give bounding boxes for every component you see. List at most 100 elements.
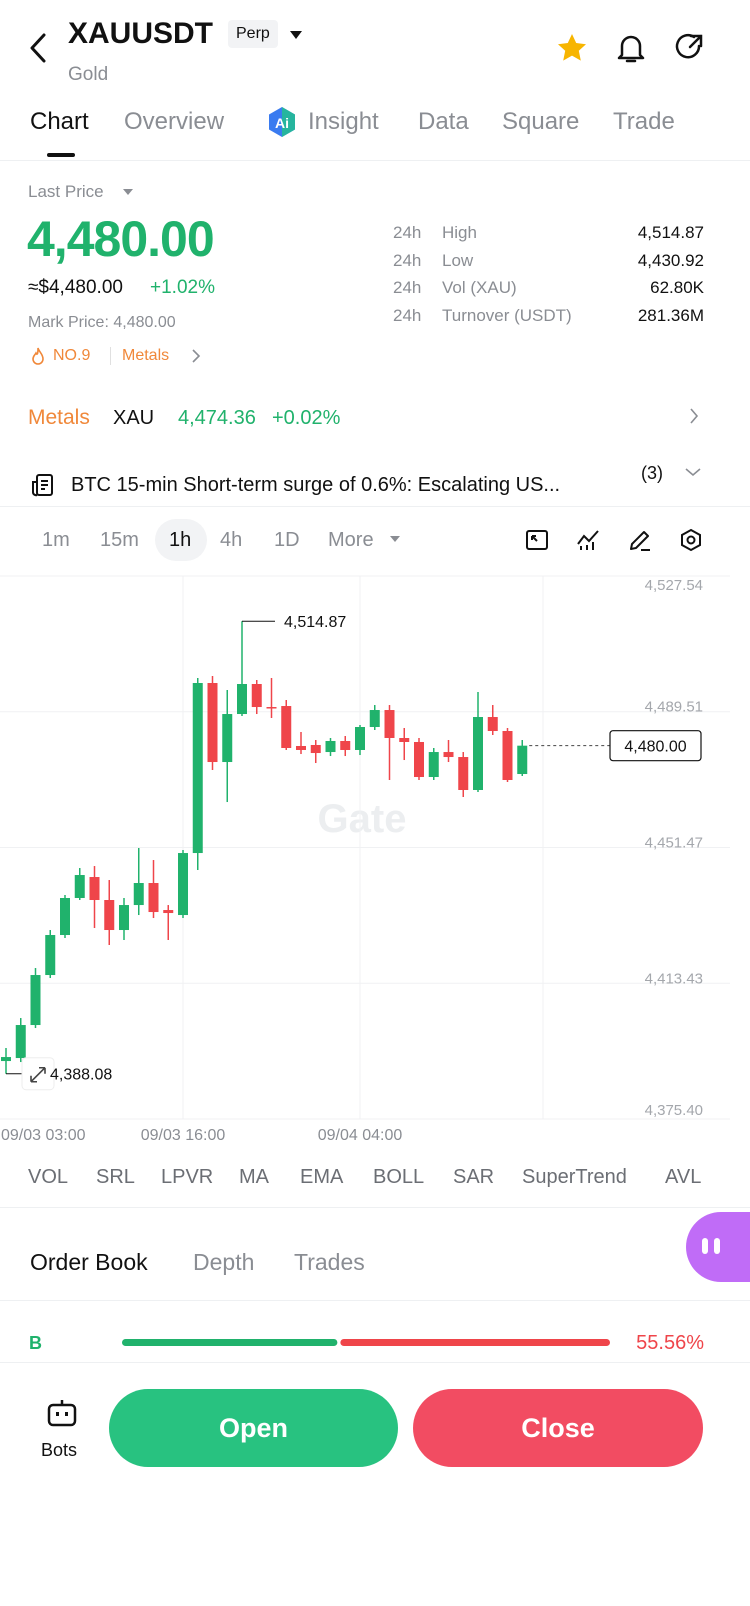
indicator[interactable]: EMA	[300, 1166, 344, 1188]
last-price-tag	[609, 730, 702, 762]
news-icon	[32, 474, 53, 497]
interval-selected	[155, 519, 207, 561]
stat-period: 24h	[393, 223, 422, 242]
book-tab[interactable]: Order Book	[30, 1249, 148, 1275]
candle-body	[414, 741, 424, 778]
stat-value: 281.36M	[637, 306, 704, 325]
indicator-icon[interactable]	[576, 528, 600, 552]
assistant-bubble[interactable]	[684, 1210, 750, 1284]
related-change: +0.02%	[272, 407, 341, 429]
stat-value: 4,514.87	[637, 223, 704, 242]
stat-period: 24h	[393, 251, 422, 270]
sector-link[interactable]: Metals	[122, 347, 170, 364]
candle-body	[104, 900, 115, 931]
separator	[110, 347, 111, 365]
dropdown-icon	[390, 536, 400, 542]
x-tick-label: 09/03 03:00	[1, 1127, 86, 1144]
tab[interactable]: Trade	[613, 108, 675, 135]
usd-price: ≈$4,480.00	[28, 277, 123, 298]
indicator[interactable]: SRL	[96, 1166, 135, 1188]
fullscreen-icon[interactable]	[525, 528, 549, 552]
stat-value: 4,430.92	[637, 251, 704, 270]
annotation-label: 4,514.87	[284, 614, 346, 631]
candle-body	[45, 935, 56, 976]
interval[interactable]: 1h	[169, 529, 192, 551]
y-tick-label: 4,375.40	[645, 1102, 703, 1119]
chevron-icon[interactable]	[689, 408, 699, 424]
candle-body	[458, 757, 469, 791]
buy-ratio	[122, 1339, 338, 1346]
candle-body	[296, 745, 306, 750]
candle-body	[178, 853, 188, 916]
candle-body	[428, 752, 439, 778]
share-icon[interactable]	[674, 32, 706, 64]
interval[interactable]: More	[328, 529, 374, 551]
price-change: +1.02%	[150, 277, 215, 298]
candle-body	[133, 883, 144, 906]
candle-body	[74, 875, 85, 899]
candle-body	[487, 717, 498, 732]
news-text[interactable]: BTC 15-min Short-term surge of 0.6%: Esc…	[71, 474, 561, 496]
alert-icon[interactable]	[616, 32, 646, 64]
insight-icon: Ai	[269, 107, 295, 137]
asset-name: Gold	[68, 64, 109, 85]
candle-body	[15, 1025, 26, 1059]
close-button[interactable]: Close	[413, 1389, 703, 1467]
indicator[interactable]: SAR	[453, 1166, 495, 1188]
candle-body	[443, 752, 454, 758]
y-tick-label: 4,413.43	[645, 970, 703, 987]
indicator[interactable]: VOL	[28, 1166, 69, 1188]
related-sector[interactable]: Metals	[28, 406, 90, 429]
buy-label: B	[29, 1333, 42, 1353]
x-tick-label: 09/03 16:00	[141, 1127, 226, 1144]
y-tick-label: 4,527.54	[645, 577, 703, 594]
expand-icon	[30, 1066, 46, 1083]
interval[interactable]: 1m	[42, 529, 70, 551]
tab[interactable]: Chart	[30, 108, 89, 135]
news-count: (3)	[641, 463, 663, 483]
interval[interactable]: 4h	[220, 529, 243, 551]
stat-label: Turnover (USDT)	[442, 306, 572, 325]
favorite-icon[interactable]	[556, 32, 588, 64]
indicator[interactable]: LPVR	[161, 1166, 214, 1188]
tab[interactable]: Data	[418, 108, 469, 135]
candle-body	[163, 910, 174, 914]
open-button[interactable]: Open	[109, 1389, 398, 1467]
draw-icon[interactable]	[628, 528, 652, 552]
indicator[interactable]: BOLL	[373, 1166, 425, 1188]
candle-body	[1, 1057, 11, 1062]
candle-body	[237, 684, 247, 715]
stat-label: Vol (XAU)	[442, 278, 517, 297]
divider	[0, 1207, 750, 1208]
stat-period: 24h	[393, 278, 422, 297]
x-tick-label: 09/04 04:00	[318, 1127, 403, 1144]
candle-body	[517, 745, 528, 775]
stat-period: 24h	[393, 306, 422, 325]
expand-icon[interactable]	[685, 467, 701, 477]
bots-icon[interactable]	[46, 1398, 78, 1430]
interval[interactable]: 1D	[274, 529, 300, 551]
indicator[interactable]: MA	[239, 1166, 269, 1188]
indicator[interactable]: SuperTrend	[522, 1166, 627, 1188]
sell-ratio-bar	[340, 1339, 610, 1346]
last-price-label: Last Price	[28, 182, 104, 201]
candle-body	[148, 883, 159, 913]
dropdown-icon[interactable]	[289, 30, 303, 40]
stat-label: High	[442, 223, 477, 242]
bots-label[interactable]: Bots	[41, 1440, 78, 1460]
settings-icon[interactable]	[679, 528, 703, 552]
tab[interactable]: Square	[502, 108, 580, 135]
indicator[interactable]: AVL	[665, 1166, 702, 1188]
book-tab[interactable]: Trades	[294, 1249, 365, 1275]
symbol: XAUUSDT	[68, 17, 214, 50]
candle-body	[325, 740, 336, 753]
tab[interactable]: Insight	[308, 108, 379, 135]
hot-icon	[32, 347, 44, 365]
interval[interactable]: 15m	[100, 529, 139, 551]
back-button[interactable]	[26, 32, 50, 64]
book-tab[interactable]: Depth	[193, 1249, 255, 1275]
tab[interactable]: Overview	[124, 108, 225, 135]
dropdown-icon[interactable]	[122, 188, 134, 196]
rank[interactable]: NO.9	[53, 347, 91, 364]
